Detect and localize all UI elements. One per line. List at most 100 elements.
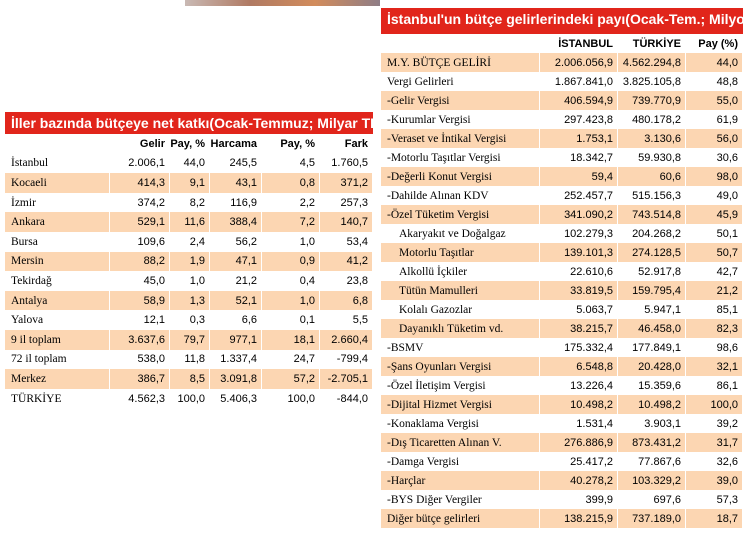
cell-value: 515.156,3 xyxy=(618,186,686,205)
column-header: Gelir xyxy=(110,134,170,154)
cell-value: 1,0 xyxy=(170,271,210,291)
row-label: -Damga Vergisi xyxy=(381,452,540,471)
row-label: -Konaklama Vergisi xyxy=(381,414,540,433)
cell-value: 44,0 xyxy=(686,53,743,72)
cell-value: 388,4 xyxy=(210,212,262,232)
row-label: Tütün Mamulleri xyxy=(381,281,540,300)
table-row: Yalova 12,1 0,3 6,6 0,1 5,5 xyxy=(5,310,373,330)
table-row: Alkollü İçkiler 22.610,6 52.917,8 42,7 xyxy=(381,262,743,281)
cell-value: 1.337,4 xyxy=(210,349,262,370)
cell-value: 5,5 xyxy=(320,310,373,330)
cell-value: 252.457,7 xyxy=(540,186,618,205)
cell-value: 57,2 xyxy=(262,369,320,389)
cell-value: 5.406,3 xyxy=(210,388,262,409)
row-label: Akaryakıt ve Doğalgaz xyxy=(381,224,540,243)
row-label: İstanbul xyxy=(5,153,110,174)
table-row: -Değerli Konut Vergisi 59,4 60,6 98,0 xyxy=(381,167,743,186)
cell-value: 86,1 xyxy=(686,376,743,395)
cell-value: 50,7 xyxy=(686,243,743,262)
cell-value: 2.660,4 xyxy=(320,330,373,350)
table-row: Vergi Gelirleri 1.867.841,0 3.825.105,8 48,… xyxy=(381,72,743,91)
cell-value: 529,1 xyxy=(110,212,170,232)
cell-value: 406.594,9 xyxy=(540,91,618,110)
cell-value: 8,2 xyxy=(170,192,210,213)
table-row: -Şans Oyunları Vergisi 6.548,8 20.428,0 32,… xyxy=(381,357,743,376)
cell-value: 0,9 xyxy=(262,251,320,272)
cell-value: 10.498,2 xyxy=(540,395,618,414)
cell-value: 1.531,4 xyxy=(540,414,618,433)
table-subtitle: (Ocak-Temmuz; Milyar TL) xyxy=(209,115,373,131)
cell-value: 98,6 xyxy=(686,338,743,357)
cell-value: 6,8 xyxy=(320,290,373,311)
cell-value: 4.562.294,8 xyxy=(618,53,686,72)
cell-value: 49,0 xyxy=(686,186,743,205)
column-header: Pay, % xyxy=(262,134,320,154)
cell-value: 22.610,6 xyxy=(540,262,618,281)
column-header: Harcama xyxy=(210,134,262,154)
cell-value: 33.819,5 xyxy=(540,281,618,300)
row-label: Diğer bütçe gelirleri xyxy=(381,509,540,528)
cell-value: 100,0 xyxy=(170,388,210,409)
header-row: Gelir Pay, % Harcama Pay, % Fark xyxy=(5,134,373,154)
cell-value: 175.332,4 xyxy=(540,338,618,357)
cell-value: 374,2 xyxy=(110,192,170,213)
cell-value: 1.760,5 xyxy=(320,153,373,174)
table-row: Tütün Mamulleri 33.819,5 159.795,4 21,2 xyxy=(381,281,743,300)
table-title-bar: İller bazında bütçeye net katkı(Ocak-Tem… xyxy=(5,112,373,134)
table-row: -Dijital Hizmet Vergisi 10.498,2 10.498,2 1… xyxy=(381,395,743,414)
cell-value: 11,6 xyxy=(170,212,210,232)
cell-value: 6.548,8 xyxy=(540,357,618,376)
row-label: -Değerli Konut Vergisi xyxy=(381,167,540,186)
table-row: -Motorlu Taşıtlar Vergisi 18.342,7 59.930,… xyxy=(381,148,743,167)
table-row: Diğer bütçe gelirleri 138.215,9 737.189,0 1… xyxy=(381,509,743,528)
cell-value: 3.637,6 xyxy=(110,330,170,350)
cell-value: 10.498,2 xyxy=(618,395,686,414)
cell-value: 977,1 xyxy=(210,330,262,350)
cell-value: 5.947,1 xyxy=(618,300,686,319)
row-label: -Dış Ticaretten Alınan V. xyxy=(381,433,540,452)
cell-value: 3.825.105,8 xyxy=(618,72,686,91)
cell-value: 3.903,1 xyxy=(618,414,686,433)
cell-value: 138.215,9 xyxy=(540,509,618,528)
cell-value: 20.428,0 xyxy=(618,357,686,376)
cell-value: 21,2 xyxy=(686,281,743,300)
row-label: Dayanıklı Tüketim vd. xyxy=(381,319,540,338)
row-label: -Veraset ve İntikal Vergisi xyxy=(381,129,540,148)
cell-value: 61,9 xyxy=(686,110,743,129)
row-label: Mersin xyxy=(5,251,110,272)
cell-value: 32,6 xyxy=(686,452,743,471)
cell-value: 9,1 xyxy=(170,173,210,193)
table-row: Akaryakıt ve Doğalgaz 102.279,3 204.268,2 5… xyxy=(381,224,743,243)
cell-value: 32,1 xyxy=(686,357,743,376)
cell-value: 44,0 xyxy=(170,153,210,174)
cell-value: 480.178,2 xyxy=(618,110,686,129)
table-row: Mersin 88,2 1,9 47,1 0,9 41,2 xyxy=(5,251,373,272)
row-label: -BYS Diğer Vergiler xyxy=(381,490,540,509)
cell-value: 1,3 xyxy=(170,290,210,311)
cell-value: -844,0 xyxy=(320,388,373,409)
row-label: -Motorlu Taşıtlar Vergisi xyxy=(381,148,540,167)
cell-value: 3.130,6 xyxy=(618,129,686,148)
cell-value: 386,7 xyxy=(110,369,170,389)
table-row: Antalya 58,9 1,3 52,1 1,0 6,8 xyxy=(5,290,373,311)
row-label: 72 il toplam xyxy=(5,349,110,370)
cell-value: 38.215,7 xyxy=(540,319,618,338)
cell-value: 82,3 xyxy=(686,319,743,338)
cell-value: 743.514,8 xyxy=(618,205,686,224)
cell-value: 31,7 xyxy=(686,433,743,452)
cell-value: 59,4 xyxy=(540,167,618,186)
cell-value: 25.417,2 xyxy=(540,452,618,471)
cell-value: 399,9 xyxy=(540,490,618,509)
cell-value: 48,8 xyxy=(686,72,743,91)
cell-value: 102.279,3 xyxy=(540,224,618,243)
table-row: Ankara 529,1 11,6 388,4 7,2 140,7 xyxy=(5,212,373,232)
cell-value: 13.226,4 xyxy=(540,376,618,395)
cell-value: 18.342,7 xyxy=(540,148,618,167)
row-label: -Dahilde Alınan KDV xyxy=(381,186,540,205)
table-row: -Kurumlar Vergisi 297.423,8 480.178,2 61,9 xyxy=(381,110,743,129)
row-label: 9 il toplam xyxy=(5,330,110,350)
cell-value: 139.101,3 xyxy=(540,243,618,262)
cell-value: 24,7 xyxy=(262,349,320,370)
table-row: TÜRKİYE 4.562,3 100,0 5.406,3 100,0 -844,0 xyxy=(5,388,373,409)
table-row: -BSMV 175.332,4 177.849,1 98,6 xyxy=(381,338,743,357)
